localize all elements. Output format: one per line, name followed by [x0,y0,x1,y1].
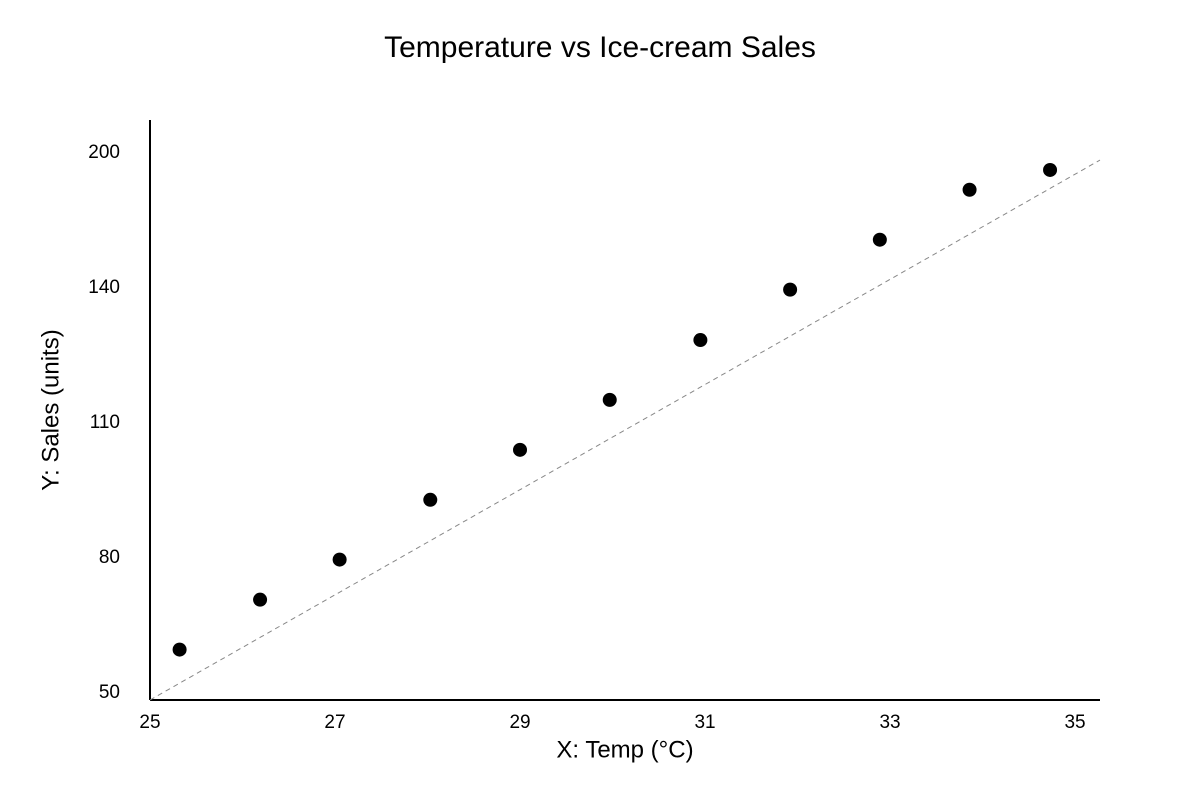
point [172,642,187,657]
y-tick-label: 110 [90,412,120,433]
y-tick-label: 80 [99,547,120,568]
point [962,182,977,197]
x-tick-label: 29 [509,712,530,733]
point [872,232,887,247]
y-axis-label: Y: Sales (units) [37,329,64,490]
x-tick-label: 33 [879,712,900,733]
point [253,592,268,607]
point [1043,162,1058,177]
reference-line [149,159,1101,701]
x-tick-label: 35 [1064,712,1085,733]
y-tick-label: 140 [88,277,120,298]
point [513,442,528,457]
y-tick-label: 200 [88,142,120,163]
point [783,282,798,297]
x-tick-label: 25 [139,712,160,733]
x-axis-label: X: Temp (°C) [556,736,693,763]
x-tick-label: 27 [324,712,345,733]
point [423,492,438,507]
point [332,552,347,567]
point [602,392,617,407]
point [693,333,708,348]
x-tick-label: 31 [694,712,715,733]
chart-title: Temperature vs Ice-cream Sales [384,31,816,64]
y-tick-label: 50 [99,682,120,703]
